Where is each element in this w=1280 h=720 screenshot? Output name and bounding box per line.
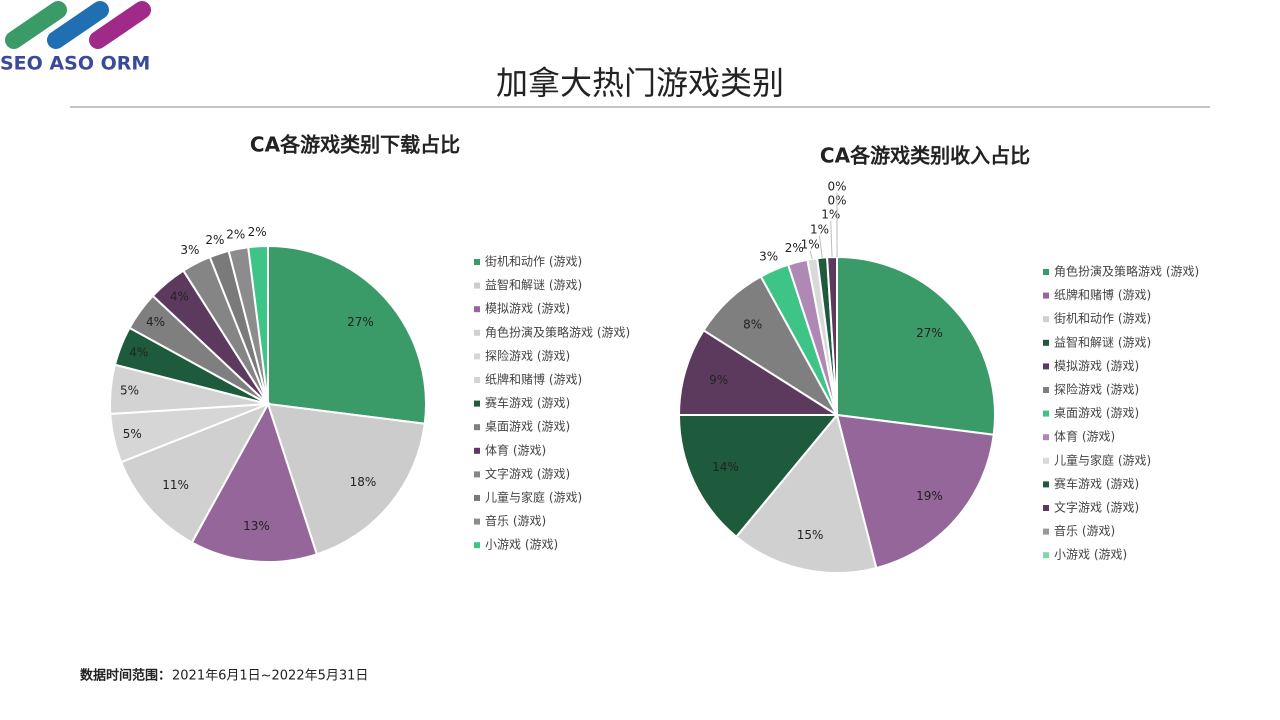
leader-line xyxy=(818,235,823,258)
data-label: 4% xyxy=(170,289,189,303)
page-title: 加拿大热门游戏类别 xyxy=(496,64,784,102)
data-label: 2% xyxy=(205,233,224,247)
legend-label: 小游戏 (游戏) xyxy=(1054,548,1127,562)
pie-slice xyxy=(266,402,426,556)
data-label: 4% xyxy=(146,315,165,329)
legend-label: 益智和解谜 (游戏) xyxy=(1054,334,1151,349)
legend-swatch xyxy=(1043,434,1049,441)
legend-swatch xyxy=(474,282,480,289)
pie-slice xyxy=(119,402,271,544)
chart-title: CA各游戏类别收入占比 xyxy=(820,144,1030,168)
legend-swatch xyxy=(474,495,480,501)
legend-label: 文字游戏 (游戏) xyxy=(1054,500,1139,515)
legend-label: 模拟游戏 (游戏) xyxy=(1054,359,1139,373)
legend-label: 街机和动作 (游戏) xyxy=(1054,312,1151,326)
legend-label: 体育 (游戏) xyxy=(485,442,546,457)
pie-slice xyxy=(734,412,878,574)
legend-label: 益智和解谜 (游戏) xyxy=(485,277,582,292)
data-label: 1% xyxy=(821,208,840,222)
legend-swatch xyxy=(474,377,480,383)
legend-swatch xyxy=(1043,292,1049,299)
data-label: 13% xyxy=(243,519,270,533)
legend-label: 角色扮演及策略游戏 (游戏) xyxy=(485,324,630,339)
data-label: 11% xyxy=(162,478,189,492)
logo-text: SEO ASO ORM xyxy=(0,53,150,75)
pie-slice xyxy=(677,328,841,416)
legend-swatch xyxy=(474,259,480,265)
legend-label: 儿童与家庭 (游戏) xyxy=(1054,452,1151,467)
pie-slice xyxy=(190,401,319,563)
legend-swatch xyxy=(1043,505,1049,511)
data-label: 1% xyxy=(801,238,820,252)
legend-label: 街机和动作 (游戏) xyxy=(485,255,582,269)
legend-swatch xyxy=(1043,410,1049,417)
pie-slice xyxy=(267,244,427,425)
legend-label: 文字游戏 (游戏) xyxy=(485,466,570,481)
legend-swatch xyxy=(474,400,480,407)
data-label: 4% xyxy=(129,345,148,359)
legend-swatch xyxy=(474,471,480,478)
pie-slice xyxy=(836,255,996,436)
footer-label: 数据时间范围： xyxy=(80,668,171,684)
legend-swatch xyxy=(474,353,480,360)
legend-swatch xyxy=(474,306,480,313)
data-label: 5% xyxy=(123,427,142,441)
legend-swatch xyxy=(1043,339,1049,346)
chart-title: CA各游戏类别下载占比 xyxy=(250,133,460,157)
legend-swatch xyxy=(474,518,480,525)
legend-label: 探险游戏 (游戏) xyxy=(1054,382,1139,397)
legend-swatch xyxy=(1043,269,1049,275)
data-label: 15% xyxy=(797,528,824,542)
legend-swatch xyxy=(474,542,480,549)
data-label: 19% xyxy=(916,489,943,503)
legend-swatch xyxy=(1043,363,1049,370)
leader-line xyxy=(830,221,833,258)
legend-label: 纸牌和赌博 (游戏) xyxy=(1054,287,1151,302)
legend-label: 模拟游戏 (游戏) xyxy=(485,302,570,316)
data-label: 2% xyxy=(226,228,245,242)
data-label: 3% xyxy=(759,250,778,264)
legend-swatch xyxy=(474,329,480,336)
legend-label: 小游戏 (游戏) xyxy=(485,538,558,552)
legend-label: 桌面游戏 (游戏) xyxy=(485,420,570,434)
data-label: 1% xyxy=(810,222,829,236)
data-label: 5% xyxy=(120,383,139,397)
pie-slice xyxy=(677,414,840,539)
data-label: 2% xyxy=(248,225,267,239)
legend-label: 赛车游戏 (游戏) xyxy=(1054,476,1139,491)
legend-label: 桌面游戏 (游戏) xyxy=(1054,406,1139,420)
legend-swatch xyxy=(1043,387,1049,393)
legend-label: 角色扮演及策略游戏 (游戏) xyxy=(1054,264,1199,279)
pie-slice xyxy=(835,413,995,570)
data-label: 14% xyxy=(712,460,739,474)
data-label: 27% xyxy=(347,315,374,329)
data-label: 0% xyxy=(827,180,846,194)
legend-swatch xyxy=(1043,457,1049,464)
legend-swatch xyxy=(1043,481,1049,488)
data-label: 8% xyxy=(743,318,762,332)
legend-label: 儿童与家庭 (游戏) xyxy=(485,490,582,505)
leader-line xyxy=(809,250,813,260)
data-label: 27% xyxy=(916,326,943,340)
legend-label: 纸牌和赌博 (游戏) xyxy=(485,372,582,387)
data-label: 3% xyxy=(180,243,199,257)
legend-swatch xyxy=(474,424,480,431)
data-label: 18% xyxy=(350,475,377,489)
data-label: 9% xyxy=(709,373,728,387)
legend-label: 音乐 (游戏) xyxy=(485,513,546,528)
legend-label: 赛车游戏 (游戏) xyxy=(485,395,570,410)
data-label: 2% xyxy=(785,241,804,255)
legend-label: 体育 (游戏) xyxy=(1054,429,1115,444)
legend-swatch xyxy=(1043,316,1049,323)
legend-swatch xyxy=(1043,552,1049,559)
legend-label: 音乐 (游戏) xyxy=(1054,523,1115,538)
legend-label: 探险游戏 (游戏) xyxy=(485,348,570,363)
logo: SEO ASO ORM xyxy=(0,1,151,75)
legend-swatch xyxy=(474,447,480,454)
pie-slice xyxy=(247,244,269,405)
legend-swatch xyxy=(1043,528,1049,535)
footer-value: 2021年6月1日~2022年5月31日 xyxy=(172,669,368,684)
